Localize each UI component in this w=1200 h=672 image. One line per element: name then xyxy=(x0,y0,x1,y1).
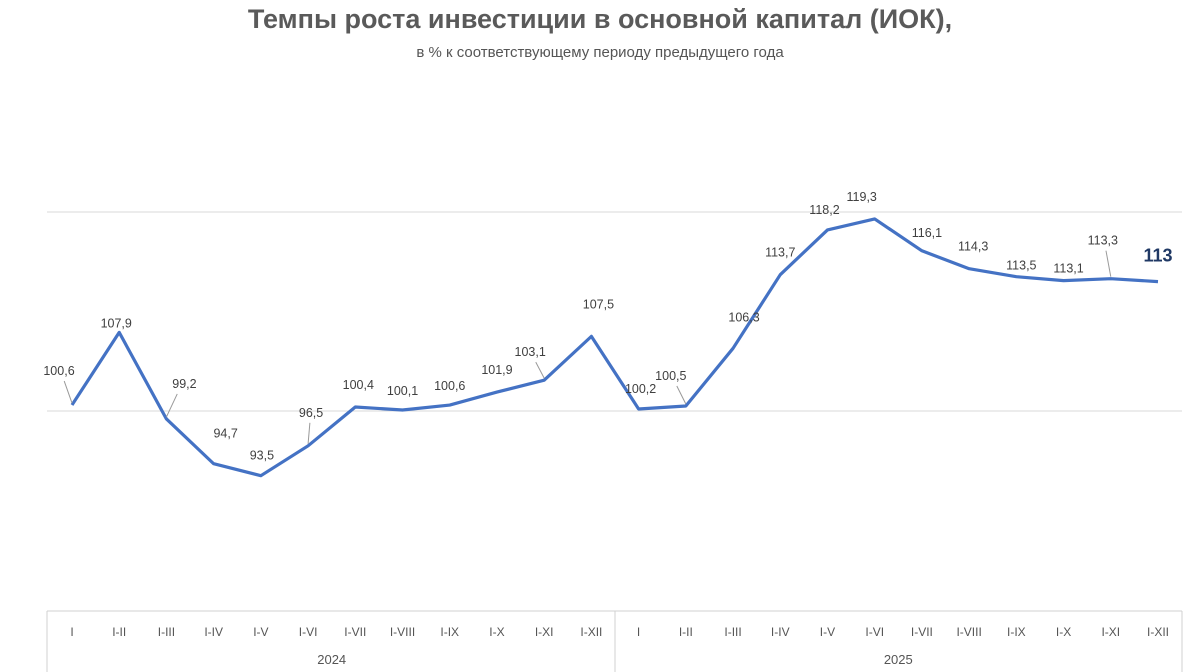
x-tick-label: I-IX xyxy=(440,625,459,639)
x-tick-label: I-VI xyxy=(865,625,884,639)
data-label: 93,5 xyxy=(250,449,274,463)
x-tick-label: I-IX xyxy=(1007,625,1026,639)
x-tick-label: I-XII xyxy=(580,625,602,639)
data-label-leader xyxy=(165,393,178,418)
x-tick-label: I-VII xyxy=(344,625,366,639)
data-label: 114,3 xyxy=(958,240,988,254)
series-line xyxy=(70,217,1159,478)
x-tick-label: I-VIII xyxy=(390,625,415,639)
data-label: 116,1 xyxy=(912,226,942,240)
data-label-leader xyxy=(63,380,73,404)
group-label-2024: 2024 xyxy=(317,652,346,667)
data-label: 113,3 xyxy=(1088,234,1118,248)
x-tick-label: I-II xyxy=(679,625,693,639)
data-label: 118,2 xyxy=(809,203,839,217)
x-tick-label: I-IV xyxy=(771,625,790,639)
x-tick-label: I-X xyxy=(489,625,504,639)
data-label: 96,5 xyxy=(299,406,323,420)
chart-subtitle: в % к соответствующему периоду предыдуще… xyxy=(416,44,784,61)
data-label: 94,7 xyxy=(213,427,237,441)
x-tick-label: I-V xyxy=(253,625,268,639)
x-tick-label: I-III xyxy=(158,625,175,639)
data-label: 113,7 xyxy=(765,246,795,260)
data-label: 100,2 xyxy=(625,382,656,396)
data-label-leader xyxy=(676,385,687,405)
data-label: 119,3 xyxy=(847,190,877,204)
data-label: 101,9 xyxy=(481,363,512,377)
x-tick-label: I xyxy=(70,625,73,639)
x-tick-label: I-XII xyxy=(1147,625,1169,639)
data-label: 103,1 xyxy=(515,345,546,359)
x-tick-label: I-X xyxy=(1056,625,1071,639)
data-label: 107,9 xyxy=(101,316,132,330)
x-tick-label: I-IV xyxy=(204,625,223,639)
data-label: 100,1 xyxy=(387,384,418,398)
x-tick-label: I-V xyxy=(820,625,835,639)
x-tick-label: I-VIII xyxy=(956,625,981,639)
data-label: 113 xyxy=(1143,246,1172,266)
group-label-2025: 2025 xyxy=(884,652,913,667)
x-tick-label: I-XI xyxy=(535,625,554,639)
data-label: 100,6 xyxy=(43,364,74,378)
x-tick-label: I-II xyxy=(112,625,126,639)
x-tick-label: I xyxy=(637,625,640,639)
data-label-leader xyxy=(307,422,311,444)
x-tick-label: I-VI xyxy=(299,625,318,639)
data-label: 99,2 xyxy=(172,377,196,391)
data-label: 107,5 xyxy=(583,297,614,311)
x-tick-label: I-XI xyxy=(1101,625,1120,639)
chart-title: Темпы роста инвестиции в основной капита… xyxy=(247,4,953,34)
data-label-leader xyxy=(535,361,545,379)
data-label: 106,3 xyxy=(728,310,759,324)
data-label: 100,4 xyxy=(343,378,374,392)
data-label-leader xyxy=(1105,250,1112,277)
data-label: 113,5 xyxy=(1006,259,1036,273)
x-tick-label: I-VII xyxy=(911,625,933,639)
x-tick-label: I-III xyxy=(724,625,741,639)
data-label: 100,6 xyxy=(434,379,465,393)
data-label: 100,5 xyxy=(655,369,686,383)
data-label: 113,1 xyxy=(1053,262,1083,276)
